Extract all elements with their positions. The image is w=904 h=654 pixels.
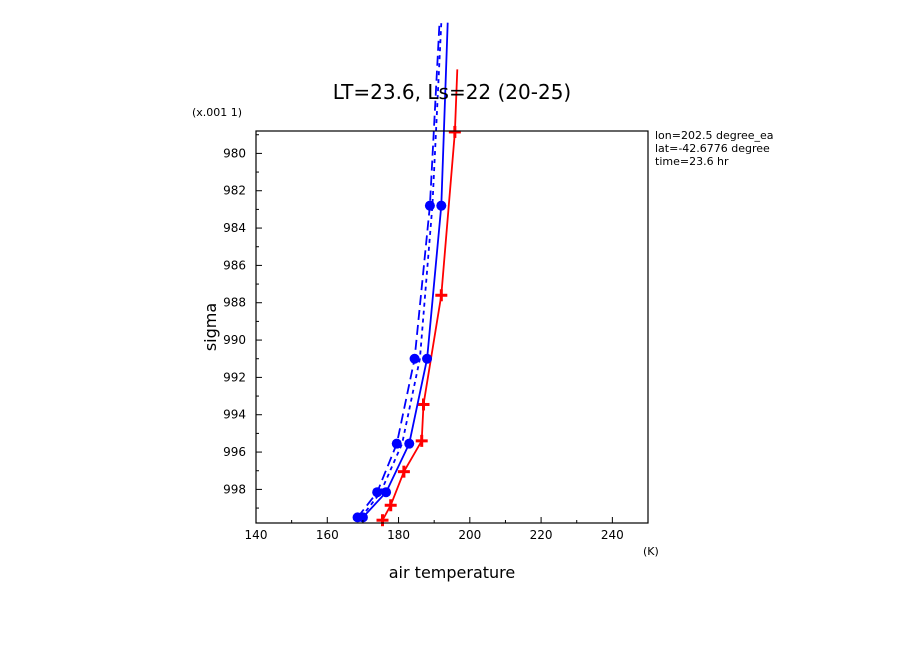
series-line-0 xyxy=(381,69,459,521)
x-tick-label: 240 xyxy=(601,528,624,542)
y-tick-label: 996 xyxy=(223,445,246,459)
data-point xyxy=(448,125,461,138)
y-tick-label: 992 xyxy=(223,370,246,384)
data-point xyxy=(397,465,410,478)
x-axis-label: air temperature xyxy=(389,563,515,582)
y-tick-label: 984 xyxy=(223,221,246,235)
x-tick-label: 140 xyxy=(245,528,268,542)
data-point xyxy=(391,438,402,449)
data-point xyxy=(422,353,433,364)
series-line-1 xyxy=(362,22,449,519)
data-point xyxy=(435,289,448,302)
y-tick-label: 986 xyxy=(223,258,246,272)
y-tick-label: 980 xyxy=(223,146,246,160)
y-tick-label: 988 xyxy=(223,296,246,310)
x-tick-label: 160 xyxy=(316,528,339,542)
y-tick-label: 990 xyxy=(223,333,246,347)
data-point xyxy=(381,487,392,498)
y-axis-label: sigma xyxy=(201,303,220,351)
info-time: time=23.6 hr xyxy=(655,155,729,168)
data-point xyxy=(417,398,430,411)
plot-frame xyxy=(255,130,649,524)
chart-title: LT=23.6, Ls=22 (20-25) xyxy=(333,80,571,104)
y-tick-label: 994 xyxy=(223,408,246,422)
x-tick-label: 200 xyxy=(458,528,481,542)
info-lat: lat=-42.6776 degree xyxy=(655,142,770,155)
x-unit-label: (K) xyxy=(643,545,659,558)
series-line-2 xyxy=(356,22,441,518)
x-tick-label: 180 xyxy=(387,528,410,542)
data-point xyxy=(352,512,363,523)
data-point xyxy=(436,200,447,211)
data-point xyxy=(384,499,397,512)
y-tick-label: 982 xyxy=(223,184,246,198)
data-point xyxy=(404,438,415,449)
tick-layer: 140 160 180 200 220 240 980 982 984 986 988 990 992 9… xyxy=(223,134,624,542)
series-line-3 xyxy=(360,22,443,518)
series-layer xyxy=(352,22,461,527)
data-point xyxy=(376,514,389,527)
data-point xyxy=(372,487,383,498)
y-scale-note: (x.001 1) xyxy=(192,106,242,119)
data-point xyxy=(415,434,428,447)
info-lon: lon=202.5 degree_ea xyxy=(655,129,774,142)
y-tick-label: 998 xyxy=(223,482,246,496)
data-point xyxy=(409,353,420,364)
x-tick-label: 220 xyxy=(530,528,553,542)
